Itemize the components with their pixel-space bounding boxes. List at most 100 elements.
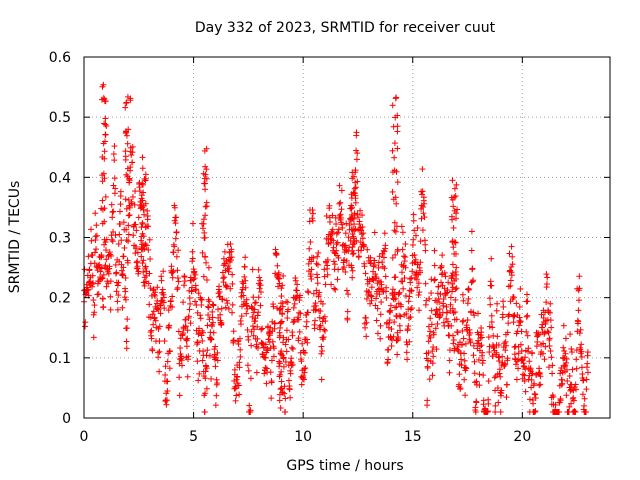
data-point: [295, 316, 302, 323]
data-point: [178, 357, 185, 364]
data-point: [180, 299, 187, 306]
data-point: [243, 296, 250, 303]
data-point: [219, 296, 226, 303]
x-tick-label: 10: [294, 429, 312, 445]
data-point: [436, 299, 443, 306]
data-point: [148, 335, 155, 342]
data-point: [367, 292, 374, 299]
data-point: [120, 264, 127, 271]
data-point: [405, 322, 412, 329]
data-point: [451, 345, 458, 352]
data-point: [446, 357, 453, 364]
data-point: [374, 330, 381, 337]
data-point: [221, 248, 228, 255]
data-point: [96, 261, 103, 268]
data-point: [121, 294, 128, 301]
data-point: [141, 282, 148, 289]
y-tick-label: 0: [62, 411, 71, 427]
data-point: [158, 298, 165, 305]
data-point: [244, 326, 251, 333]
data-point: [249, 266, 256, 273]
data-point: [120, 253, 127, 260]
x-axis-label: GPS time / hours: [286, 458, 403, 474]
y-tick-label: 0.6: [49, 50, 71, 66]
data-point: [109, 238, 116, 245]
data-point: [91, 249, 98, 256]
data-point: [207, 352, 214, 359]
data-point: [227, 241, 234, 248]
data-point: [395, 335, 402, 342]
data-point: [359, 224, 366, 231]
data-point: [353, 147, 360, 154]
data-point: [407, 313, 414, 320]
data-point: [210, 302, 217, 309]
data-point: [432, 325, 439, 332]
data-point: [307, 271, 314, 278]
data-point: [184, 373, 191, 380]
data-point: [344, 308, 351, 315]
data-point: [171, 204, 178, 211]
data-point: [292, 277, 299, 284]
data-point: [173, 253, 180, 260]
data-point: [280, 272, 287, 279]
data-point: [465, 295, 472, 302]
data-point: [206, 316, 213, 323]
data-point: [202, 375, 209, 382]
data-points: [81, 81, 591, 415]
data-point: [331, 261, 338, 268]
data-point: [302, 365, 309, 372]
data-point: [172, 220, 179, 227]
data-point: [305, 309, 312, 316]
data-point: [218, 319, 225, 326]
data-point: [204, 347, 211, 354]
data-point: [150, 308, 157, 315]
data-point: [229, 280, 236, 287]
data-point: [372, 302, 379, 309]
data-point: [447, 294, 454, 301]
data-point: [464, 317, 471, 324]
data-point: [373, 295, 380, 302]
data-point: [125, 222, 132, 229]
data-point: [468, 247, 475, 254]
data-point: [433, 306, 440, 313]
data-point: [467, 339, 474, 346]
data-point: [440, 296, 447, 303]
data-point: [415, 291, 422, 298]
data-point: [210, 319, 217, 326]
data-point: [362, 324, 369, 331]
data-point: [335, 226, 342, 233]
data-point: [471, 358, 478, 365]
data-point: [296, 328, 303, 335]
data-point: [460, 335, 467, 342]
data-point: [133, 259, 140, 266]
data-point: [424, 364, 431, 371]
data-point: [88, 226, 95, 233]
data-point: [208, 375, 215, 382]
data-point: [207, 335, 214, 342]
data-point: [117, 188, 124, 195]
data-point: [262, 341, 269, 348]
data-point: [378, 299, 385, 306]
data-point: [192, 298, 199, 305]
data-point: [255, 266, 262, 273]
data-point: [445, 279, 452, 286]
data-point: [341, 246, 348, 253]
data-point: [189, 220, 196, 227]
data-point: [175, 247, 182, 254]
data-point: [402, 292, 409, 299]
data-point: [247, 407, 254, 414]
data-point: [460, 297, 467, 304]
data-point: [385, 356, 392, 363]
data-point: [203, 365, 210, 372]
data-point: [417, 238, 424, 245]
data-point: [332, 286, 339, 293]
data-point: [364, 246, 371, 253]
data-point: [93, 222, 100, 229]
data-point: [203, 385, 210, 392]
data-point: [486, 295, 493, 302]
data-point: [318, 343, 325, 350]
data-point: [227, 257, 234, 264]
data-point: [128, 152, 135, 159]
data-point: [287, 394, 294, 401]
data-point: [317, 308, 324, 315]
